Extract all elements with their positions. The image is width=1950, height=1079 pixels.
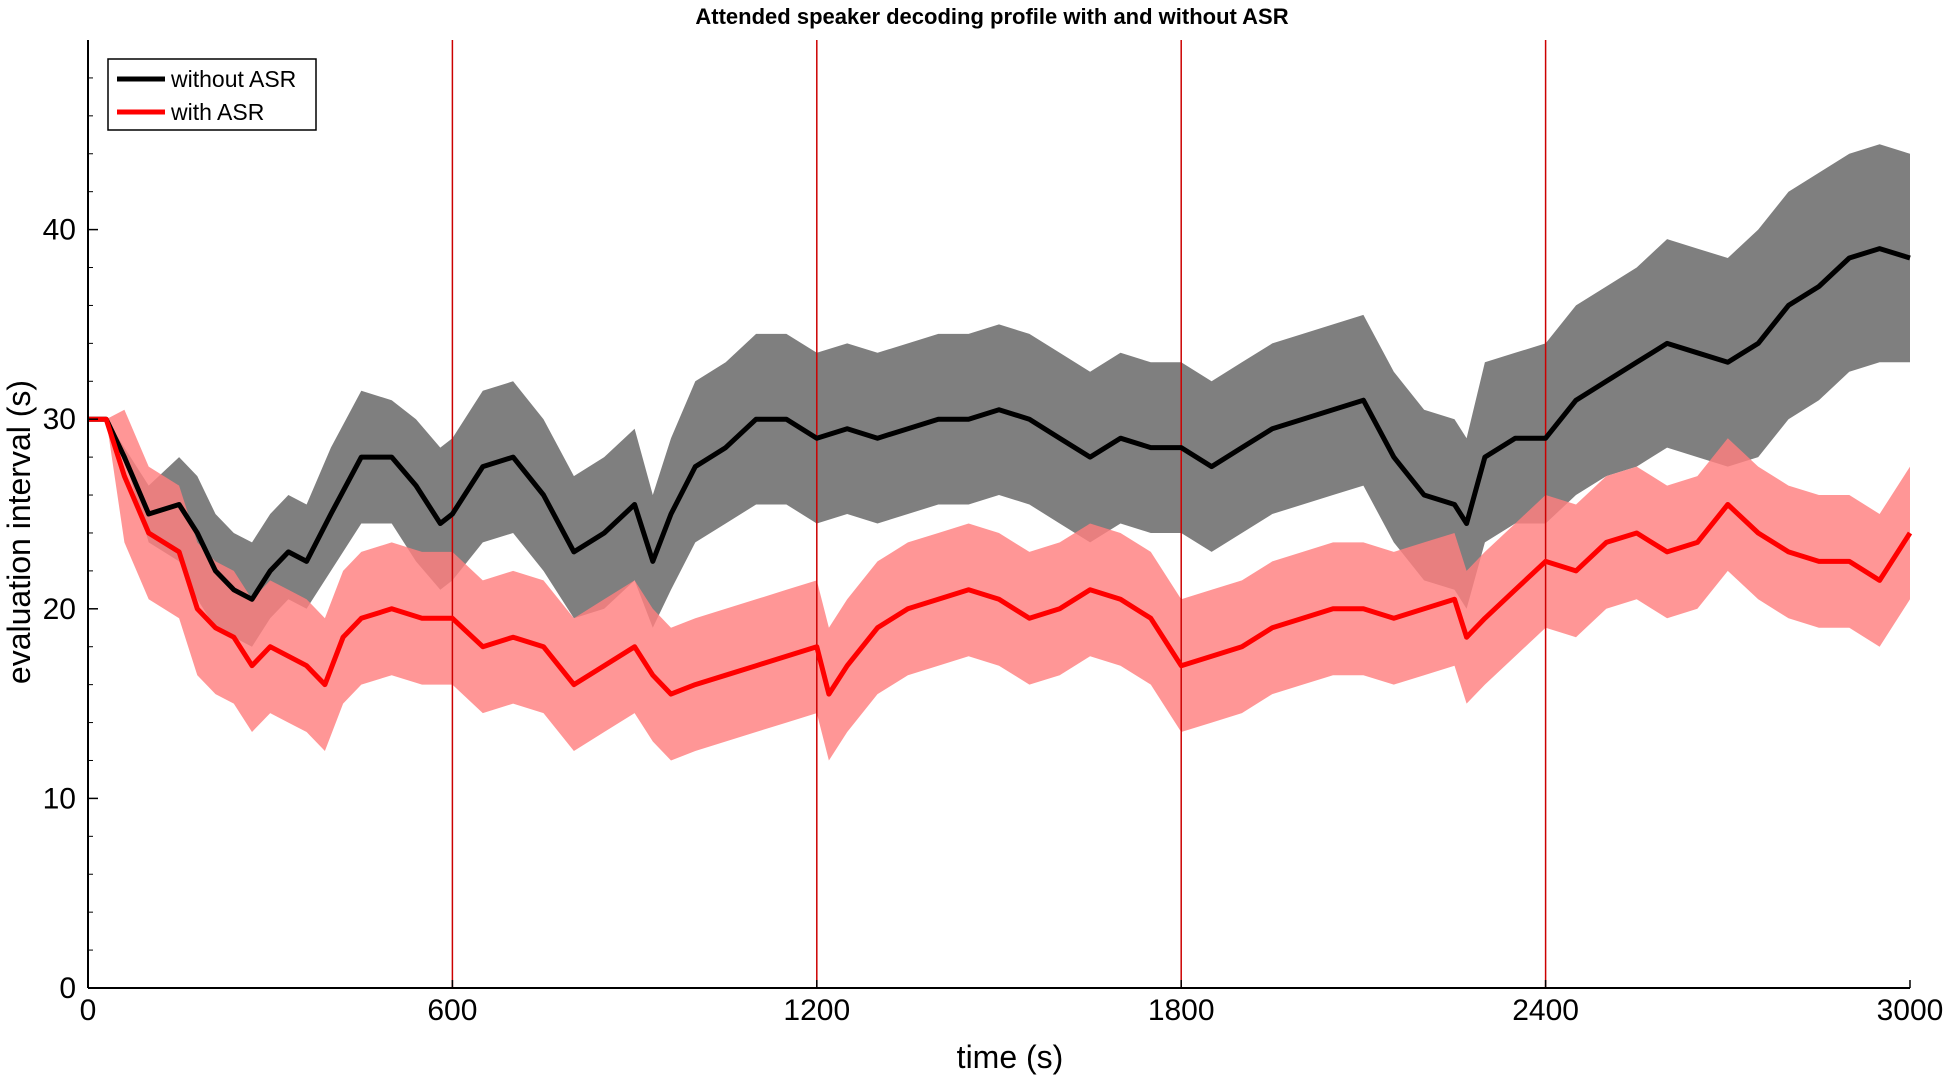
x-tick-label: 0 bbox=[80, 994, 97, 1027]
y-tick-label: 40 bbox=[43, 214, 76, 247]
y-tick-label: 20 bbox=[43, 593, 76, 626]
x-tick-label: 1800 bbox=[1148, 994, 1215, 1027]
band-without-asr bbox=[88, 144, 1910, 647]
x-tick-label: 3000 bbox=[1877, 994, 1944, 1027]
plot-area bbox=[88, 40, 1913, 988]
legend-label-with-asr: with ASR bbox=[170, 99, 264, 125]
y-tick-label: 10 bbox=[43, 782, 76, 815]
series-line-without-asr bbox=[88, 246, 1911, 602]
axes: 0 600 1200 1800 2400 3000 0 10 20 30 40 bbox=[43, 40, 1944, 1027]
legend: without ASR with ASR bbox=[107, 58, 317, 131]
legend-box bbox=[107, 58, 317, 131]
y-axis-label: evaluation interval (s) bbox=[1, 380, 37, 684]
y-tick-label: 0 bbox=[59, 972, 76, 1005]
x-axis-label: time (s) bbox=[957, 1039, 1064, 1075]
chart-title: Attended speaker decoding profile with a… bbox=[695, 4, 1288, 29]
series-line-with-asr bbox=[88, 416, 1913, 697]
x-tick-label: 1200 bbox=[783, 994, 850, 1027]
y-tick-label: 30 bbox=[43, 403, 76, 436]
x-tick-label: 2400 bbox=[1512, 994, 1579, 1027]
x-tick-label: 600 bbox=[427, 994, 477, 1027]
band-with-asr bbox=[88, 409, 1910, 761]
legend-label-without-asr: without ASR bbox=[170, 66, 296, 92]
